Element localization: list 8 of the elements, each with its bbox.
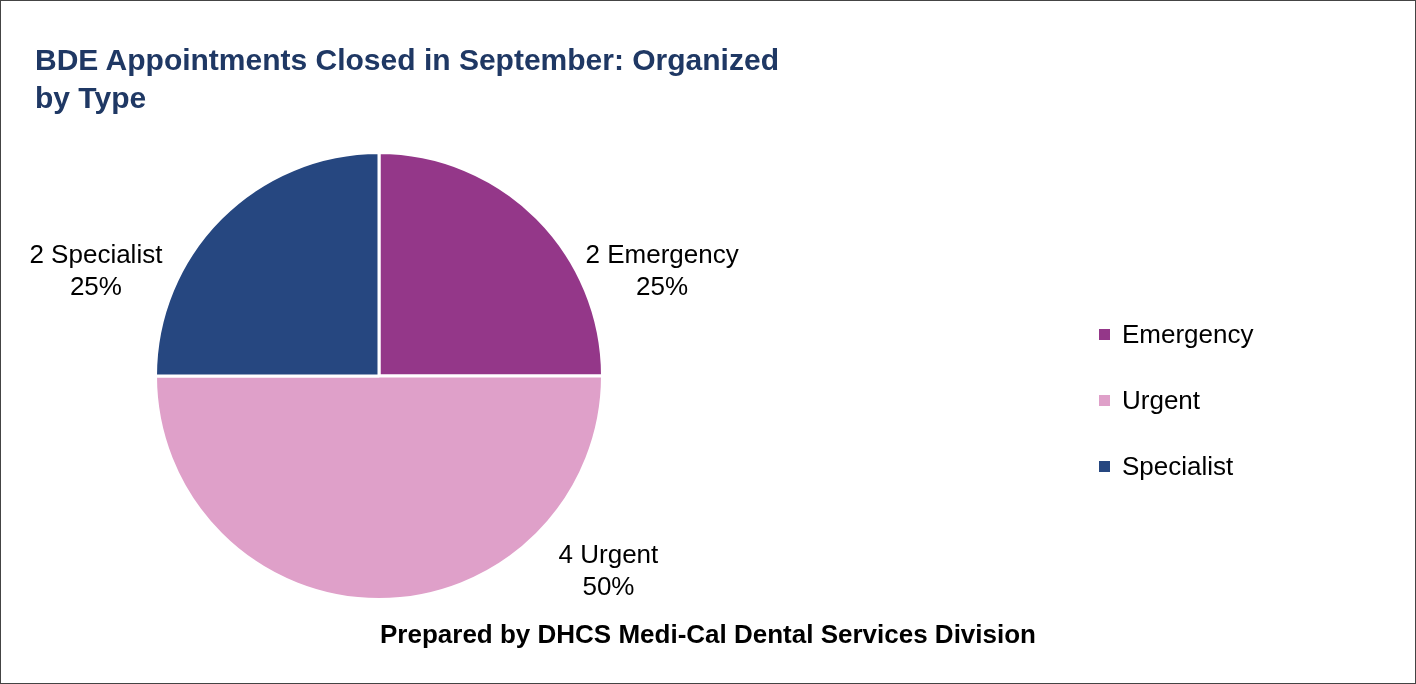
legend-label: Specialist — [1122, 450, 1234, 482]
text: Prepared by DHCS Medi-Cal Dental Services Division — [379, 619, 1037, 650]
data-label: 4 Urgent 50% — [558, 539, 660, 602]
data-label: 2 Emergency 25% — [585, 238, 739, 301]
data-label: 2 Specialist 25% — [29, 238, 164, 301]
legend-label: Emergency — [1122, 318, 1254, 350]
chart-title: BDE Appointments Closed in September: Organized by Type — [35, 42, 780, 116]
legend-label: Urgent — [1122, 384, 1201, 416]
